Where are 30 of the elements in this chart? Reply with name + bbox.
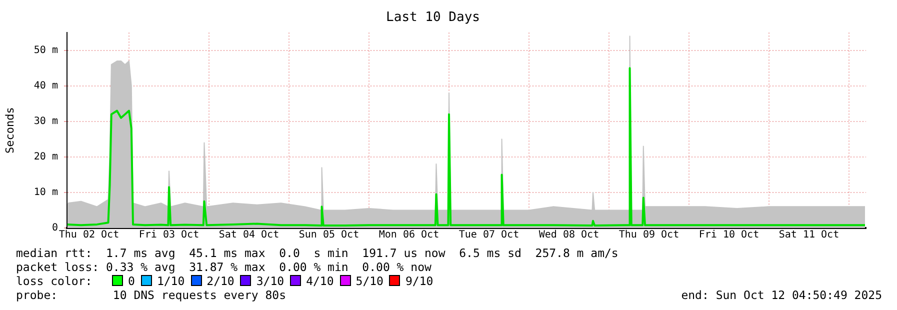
x-tick-label: Thu 02 Oct bbox=[58, 230, 120, 241]
text: 9/10 bbox=[405, 274, 434, 288]
y-tick-label: 0 bbox=[52, 222, 58, 234]
y-tick-label: 40 m bbox=[34, 80, 58, 92]
text: 2/10 bbox=[206, 274, 234, 288]
text: packet loss: 0.33 % avg 31.87 % max 0.00 % min 0.00 % now bbox=[16, 260, 432, 274]
x-tick-label: Thu 09 Oct bbox=[618, 230, 680, 241]
y-tick-label: 30 m bbox=[34, 116, 58, 128]
text: 0 bbox=[128, 274, 135, 288]
text: 1/10 bbox=[156, 274, 185, 288]
text: median rtt: 1.7 ms avg 45.1 ms max 0.0 s min 191.7 us now 6.5 ms sd 257.8 m am/s bbox=[16, 246, 618, 260]
y-axis-title: Seconds bbox=[3, 107, 16, 154]
x-tick-label: Sun 05 Oct bbox=[298, 230, 360, 241]
y-tick-label: 10 m bbox=[34, 187, 58, 198]
text: 3/10 bbox=[256, 274, 284, 288]
x-tick-label: Wed 08 Oct bbox=[538, 230, 600, 241]
y-tick-label: 50 m bbox=[34, 44, 58, 56]
x-tick-label: Fri 10 Oct bbox=[698, 230, 760, 241]
text: end: Sun Oct 12 04:50:49 2025 bbox=[681, 288, 882, 302]
x-tick-label: Tue 07 Oct bbox=[458, 230, 520, 241]
text: 4/10 bbox=[306, 274, 334, 288]
x-tick-label: Sat 04 Oct bbox=[218, 230, 280, 241]
text: loss color: bbox=[16, 274, 94, 288]
x-tick-label: Fri 03 Oct bbox=[138, 230, 200, 241]
x-tick-label: Sat 11 Oct bbox=[778, 230, 840, 241]
y-tick-label: 20 m bbox=[34, 152, 58, 163]
text: 5/10 bbox=[356, 274, 384, 288]
x-tick-label: Mon 06 Oct bbox=[378, 230, 440, 241]
chart-title: Last 10 Days bbox=[386, 10, 480, 26]
text: probe: 10 DNS requests every 80s bbox=[16, 288, 286, 302]
